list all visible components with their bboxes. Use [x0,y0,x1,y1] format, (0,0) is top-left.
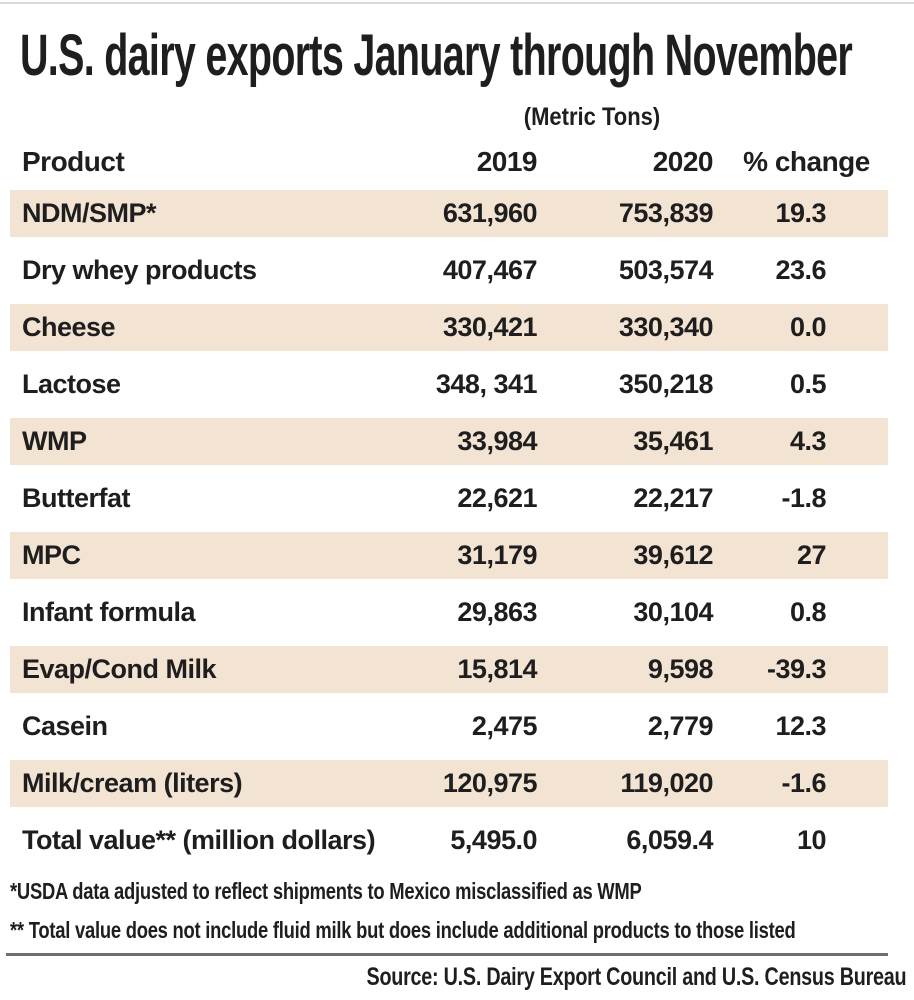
footnote-usda: *USDA data adjusted to reflect shipments… [10,878,642,904]
value-2020: 350,218 [618,369,714,399]
value-2020: 35,461 [633,426,713,456]
product-cell: MPC [22,540,81,570]
table-row: Lactose 348, 341 350,218 0.5 [10,356,888,413]
source-credit: Source: U.S. Dairy Export Council and U.… [366,963,906,991]
value-2020: 9,598 [647,654,714,684]
value-2020: 119,020 [620,768,713,798]
product-cell: Casein [22,711,108,741]
table-row: Cheese 330,421 330,340 0.0 [10,299,888,356]
value-2019: 631,960 [442,198,538,228]
table-row: Total value** (million dollars) 5,495.0 … [10,812,888,869]
column-header-product: Product [22,146,125,177]
value-2020: 503,574 [618,255,714,285]
bottom-divider [6,953,888,956]
value-2020: 6,059.4 [626,825,713,855]
value-2019: 5,495.0 [450,825,537,855]
pct-change: 19.3 [775,198,826,228]
pct-change: -1.6 [781,768,826,798]
product-cell: NDM/SMP* [22,198,157,228]
column-header-pct-change: % change [743,146,870,177]
pct-change: 12.3 [775,711,826,741]
product-cell: Dry whey products [22,255,257,285]
value-2019: 330,421 [442,312,538,342]
value-2020: 2,779 [647,711,714,741]
pct-change: 0.5 [789,369,827,399]
value-2020: 22,217 [633,483,713,513]
value-2019: 2,475 [471,711,538,741]
pct-change: 4.3 [789,426,827,456]
column-header-2020: 2020 [652,146,714,177]
pct-change: 23.6 [775,255,826,285]
value-2019: 22,621 [457,483,537,513]
table-row: Butterfat 22,621 22,217 -1.8 [10,470,888,527]
value-2019: 29,863 [457,597,537,627]
product-cell: Cheese [22,312,116,342]
pct-change: 27 [796,540,827,570]
product-cell: WMP [22,426,87,456]
footnote-total-value: ** Total value does not include fluid mi… [10,917,796,943]
table-row: MPC 31,179 39,612 27 [10,527,888,584]
product-cell: Infant formula [22,597,196,627]
value-2019: 348, 341 [435,369,538,399]
value-2019: 120,975 [442,768,538,798]
table-row: WMP 33,984 35,461 4.3 [10,413,888,470]
pct-change: -1.8 [781,483,826,513]
product-cell: Milk/cream (liters) [22,768,243,798]
table-row: Casein 2,475 2,779 12.3 [10,698,888,755]
pct-change: -39.3 [766,654,827,684]
pct-change: 10 [796,825,827,855]
value-2020: 753,839 [618,198,714,228]
value-2020: 39,612 [633,540,713,570]
value-2020: 330,340 [618,312,714,342]
value-2019: 407,467 [442,255,538,285]
table-body: NDM/SMP* 631,960 753,839 19.3 Dry whey p… [0,185,914,869]
page-title: U.S. dairy exports January through Novem… [20,23,853,88]
table-row: Dry whey products 407,467 503,574 23.6 [10,242,888,299]
table-row: NDM/SMP* 631,960 753,839 19.3 [10,185,888,242]
product-cell: Lactose [22,369,121,399]
product-cell: Total value** (million dollars) [22,825,376,855]
table-row: Evap/Cond Milk 15,814 9,598 -39.3 [10,641,888,698]
unit-label: (Metric Tons) [523,103,661,131]
product-cell: Butterfat [22,483,131,513]
value-2019: 33,984 [457,426,537,456]
product-cell: Evap/Cond Milk [22,654,217,684]
value-2019: 15,814 [457,654,537,684]
table-row: Milk/cream (liters) 120,975 119,020 -1.6 [10,755,888,812]
pct-change: 0.8 [789,597,827,627]
table-row: Infant formula 29,863 30,104 0.8 [10,584,888,641]
top-divider [0,2,914,4]
value-2020: 30,104 [633,597,713,627]
pct-change: 0.0 [789,312,827,342]
column-header-2019: 2019 [476,146,538,177]
value-2019: 31,179 [457,540,537,570]
table-header-row: Product 2019 2020 % change [10,132,888,178]
